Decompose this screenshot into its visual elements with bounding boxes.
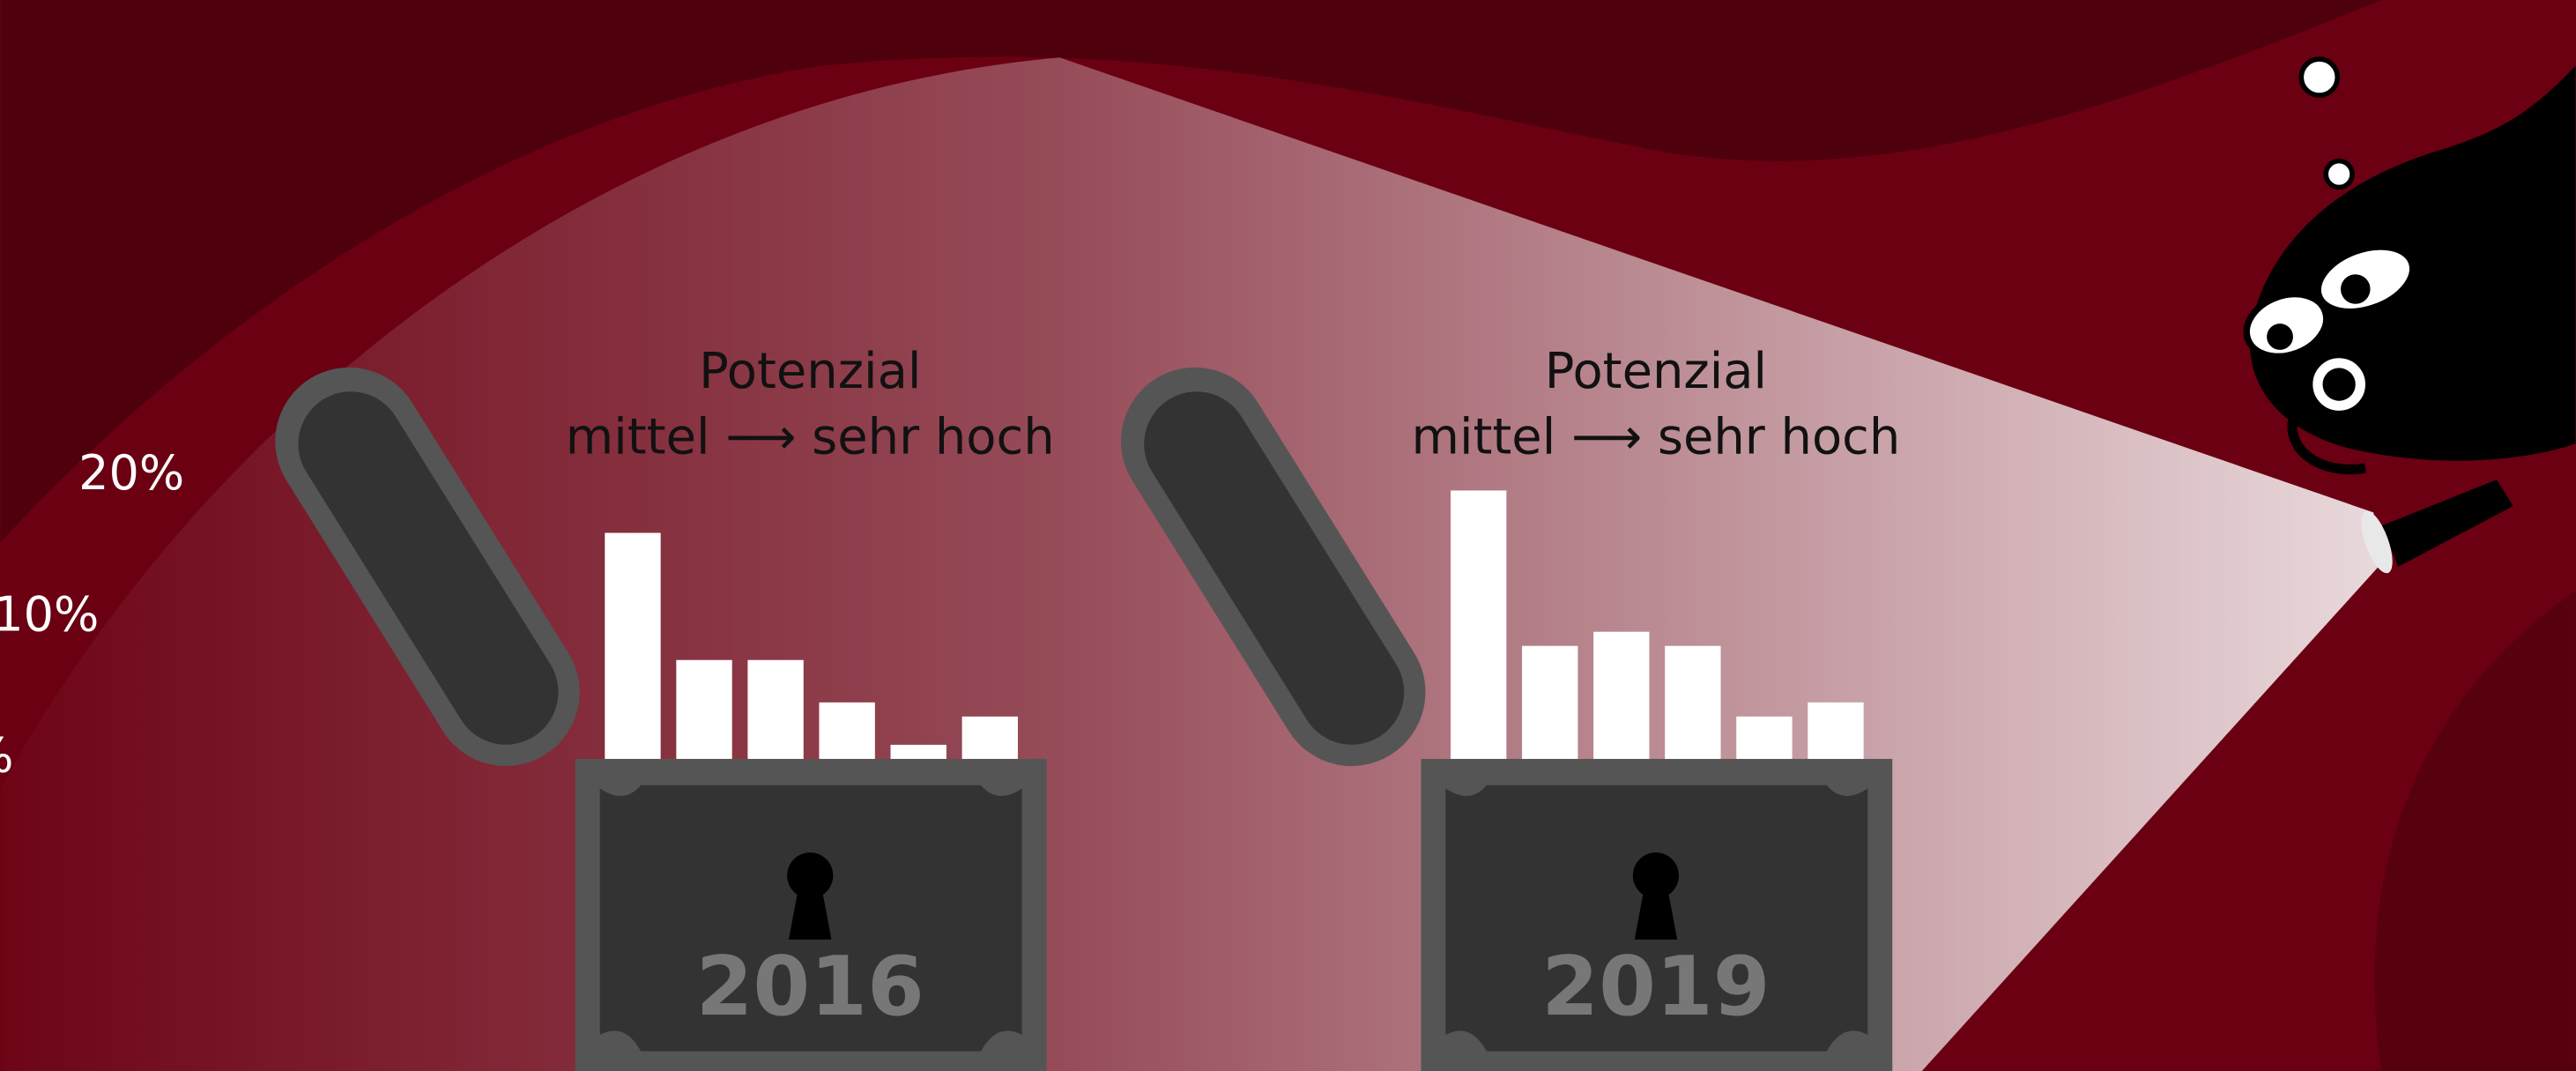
bar <box>1665 646 1720 759</box>
y-tick-label: 20% <box>78 445 184 501</box>
bar <box>1522 646 1578 759</box>
bar <box>1736 717 1792 759</box>
bar <box>1593 632 1649 759</box>
y-tick-label: 10% <box>0 586 99 642</box>
bar <box>819 703 874 759</box>
chart-subtitle: mittel ⟶ sehr hoch <box>1412 409 1901 466</box>
year-label: 2019 <box>1541 939 1770 1034</box>
year-label: 2016 <box>696 939 924 1034</box>
bar <box>891 745 947 759</box>
chart-subtitle: mittel ⟶ sehr hoch <box>566 409 1055 466</box>
bar <box>962 717 1018 759</box>
chart-title: Potenzial <box>699 343 921 400</box>
bar <box>1451 490 1506 758</box>
infographic: 0% 10% 20% Potenzial mittel ⟶ sehr hoch 2016… <box>0 0 2576 1071</box>
y-tick-label: 0% <box>0 728 13 784</box>
bar <box>676 660 731 759</box>
bar <box>747 660 803 759</box>
page: {"chart_data": [ {"type": "bar", "title"… <box>0 0 2576 1071</box>
bar <box>605 533 660 759</box>
bar <box>1808 703 1863 759</box>
chart-title: Potenzial <box>1545 343 1767 400</box>
